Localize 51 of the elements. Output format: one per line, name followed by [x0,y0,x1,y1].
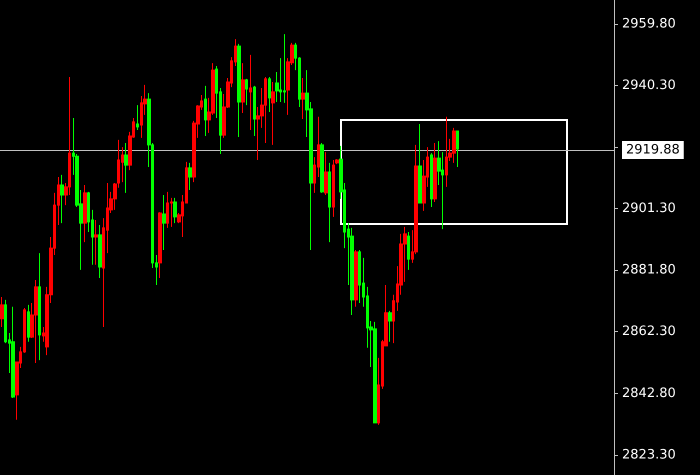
candlestick [301,77,305,120]
candlestick [237,43,241,138]
candlestick [204,85,207,137]
candlestick [173,197,177,224]
y-tick-label: 2881.80 [622,262,676,278]
candlestick [358,249,361,304]
candlestick [188,162,192,190]
candlestick [136,104,139,131]
ref-line-label: 2919.88 [626,142,680,158]
candlestick [60,174,64,224]
candlestick [158,212,162,279]
y-tick-label: 2842.80 [622,386,676,401]
candlestick [83,184,87,243]
candlestick [430,152,433,208]
candlestick [328,162,331,243]
y-tick-label: 2940.30 [622,78,676,94]
candlestick [124,142,128,194]
y-tick-label: 2959.80 [622,16,676,32]
candlestick [11,306,15,398]
candlestick [456,130,459,168]
candlestick [320,142,324,194]
candlestick [283,34,286,104]
candlestick [407,231,410,270]
candlestick [332,160,335,218]
candlestick [350,227,354,316]
candlestick [253,85,256,137]
candlestick [373,321,377,424]
candlestick [0,296,4,328]
y-tick-label: 2862.30 [622,324,676,340]
candlestick [34,279,38,364]
y-tick-label: 2901.30 [622,201,676,216]
candlestick [418,124,422,204]
candlestick [27,304,30,342]
candlestick [241,62,245,114]
y-tick-label: 2823.30 [622,447,676,462]
candlestick [249,54,252,131]
candlestick [354,249,358,308]
candlestick [433,142,437,202]
candlestick [445,116,448,188]
candlestick [268,76,271,113]
candlestick [264,76,267,144]
candlestick [166,191,169,228]
candlestick [452,127,456,164]
candlestick [271,82,275,146]
candlestick [162,194,166,250]
candlestick [38,252,41,361]
candlestick [98,224,102,279]
candlestick [94,219,98,266]
candlestick [324,152,328,196]
candlestick [388,310,392,342]
candlestick [245,78,248,106]
